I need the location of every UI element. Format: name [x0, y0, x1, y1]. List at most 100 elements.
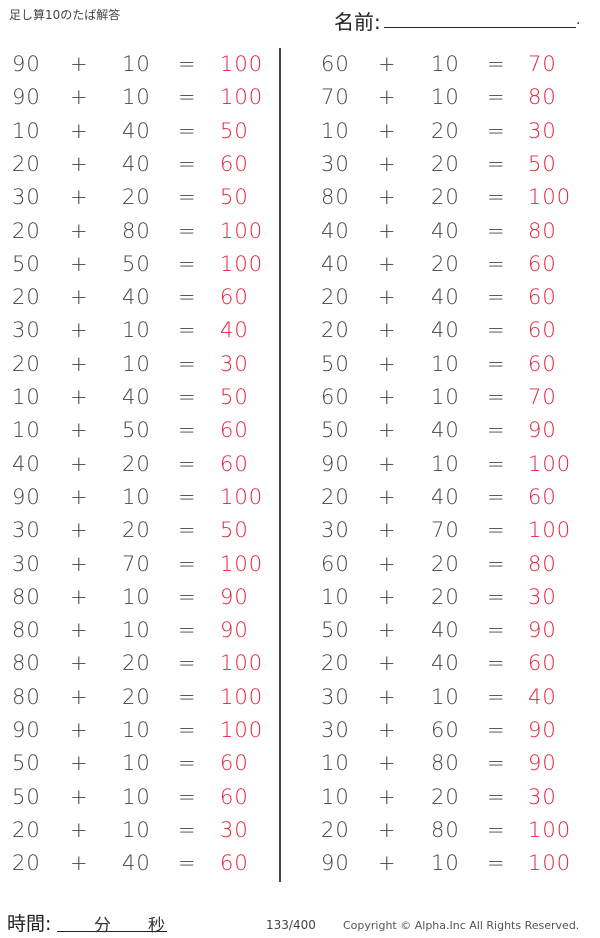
equals-sign: = [487, 718, 506, 742]
addend-a: 50 [12, 784, 41, 809]
addend-a: 10 [321, 584, 350, 609]
addend-b: 40 [431, 418, 460, 443]
answer: 100 [220, 684, 264, 709]
addend-a: 30 [321, 518, 350, 543]
equals-sign: = [487, 251, 506, 276]
addend-a: 10 [12, 418, 41, 443]
addend-b: 10 [122, 484, 151, 509]
plus-sign: + [70, 318, 89, 343]
equals-sign: = [178, 751, 197, 776]
plus-sign: + [70, 85, 89, 110]
plus-sign: + [378, 285, 397, 310]
plus-sign: + [378, 351, 397, 376]
equals-sign: = [178, 118, 197, 143]
plus-sign: + [70, 551, 89, 576]
addend-b: 20 [431, 551, 460, 576]
addend-b: 50 [122, 418, 151, 443]
addend-b: 10 [431, 451, 460, 476]
addend-b: 10 [431, 351, 460, 376]
plus-sign: + [70, 751, 89, 776]
addend-b: 20 [431, 151, 460, 176]
addend-a: 20 [12, 817, 41, 842]
answer: 90 [528, 618, 557, 643]
addend-b: 10 [122, 817, 151, 842]
equals-sign: = [487, 52, 506, 76]
answer: 60 [528, 351, 557, 376]
addend-a: 10 [321, 784, 350, 809]
answer: 60 [220, 751, 249, 776]
addend-a: 40 [12, 451, 41, 476]
answer: 60 [528, 318, 557, 343]
addend-b: 40 [431, 618, 460, 643]
equals-sign: = [178, 351, 197, 376]
addend-b: 20 [122, 185, 151, 210]
answer: 90 [528, 751, 557, 776]
addend-b: 70 [122, 551, 151, 576]
plus-sign: + [70, 118, 89, 143]
addend-a: 80 [12, 651, 41, 676]
plus-sign: + [70, 218, 89, 243]
equals-sign: = [178, 817, 197, 842]
column-divider [279, 48, 281, 882]
addend-a: 80 [321, 185, 350, 210]
plus-sign: + [70, 451, 89, 476]
answer: 60 [528, 651, 557, 676]
answer: 90 [220, 584, 249, 609]
plus-sign: + [378, 251, 397, 276]
plus-sign: + [378, 118, 397, 143]
equals-sign: = [487, 518, 506, 543]
equals-sign: = [487, 151, 506, 176]
equals-sign: = [178, 651, 197, 676]
equals-sign: = [487, 784, 506, 809]
plus-sign: + [378, 484, 397, 509]
plus-sign: + [378, 318, 397, 343]
equals-sign: = [178, 418, 197, 443]
addend-a: 10 [321, 118, 350, 143]
equals-sign: = [178, 385, 197, 409]
equals-sign: = [178, 484, 197, 509]
addend-b: 40 [431, 218, 460, 243]
addend-a: 80 [12, 584, 41, 609]
plus-sign: + [378, 385, 397, 409]
addend-a: 30 [321, 151, 350, 176]
addend-b: 20 [431, 118, 460, 143]
answer: 60 [220, 451, 249, 476]
answer: 70 [528, 385, 557, 409]
addend-b: 10 [431, 85, 460, 110]
name-field-line [384, 27, 576, 28]
plus-sign: + [70, 418, 89, 443]
equals-sign: = [487, 684, 506, 709]
answer: 40 [220, 318, 249, 343]
addend-a: 30 [12, 318, 41, 343]
plus-sign: + [70, 484, 89, 509]
equals-sign: = [178, 684, 197, 709]
minutes-label: 分 [94, 916, 111, 936]
name-end-mark: . [576, 12, 581, 28]
plus-sign: + [378, 151, 397, 176]
addend-b: 40 [122, 385, 151, 409]
answer: 100 [528, 451, 572, 476]
plus-sign: + [70, 52, 89, 76]
addend-a: 20 [12, 285, 41, 310]
addend-b: 20 [431, 251, 460, 276]
equals-sign: = [178, 218, 197, 243]
answer: 60 [220, 285, 249, 310]
plus-sign: + [378, 718, 397, 742]
plus-sign: + [70, 684, 89, 709]
plus-sign: + [70, 251, 89, 276]
copyright: Copyright © Alpha.Inc All Rights Reserve… [343, 919, 580, 932]
plus-sign: + [378, 817, 397, 842]
answer: 100 [528, 185, 572, 210]
addend-b: 10 [122, 618, 151, 643]
addend-b: 10 [122, 318, 151, 343]
answer: 50 [528, 151, 557, 176]
addend-a: 90 [12, 484, 41, 509]
answer: 90 [528, 718, 557, 742]
addend-a: 10 [12, 118, 41, 143]
addend-b: 40 [122, 851, 151, 876]
addend-b: 40 [431, 285, 460, 310]
answer: 80 [528, 551, 557, 576]
equals-sign: = [487, 318, 506, 343]
addend-a: 80 [12, 618, 41, 643]
answer: 70 [528, 52, 557, 76]
